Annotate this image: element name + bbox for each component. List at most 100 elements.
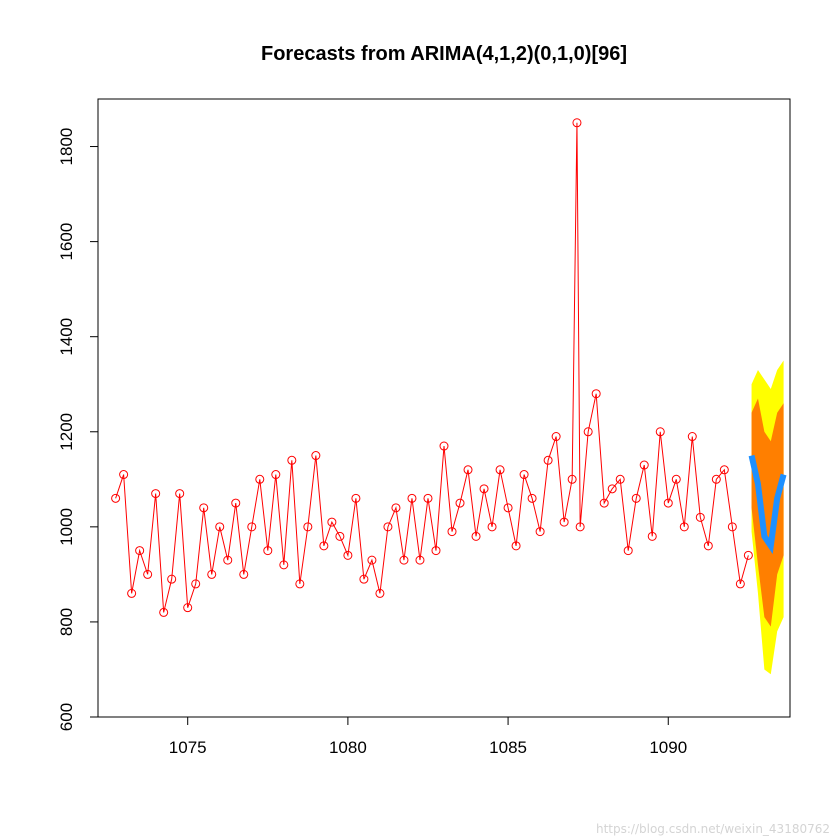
observed-point: [671, 474, 681, 484]
observed-point: [583, 427, 593, 437]
observed-point: [151, 489, 161, 499]
observed-point: [279, 560, 289, 570]
forecast-mean-line: [748, 454, 787, 555]
x-axis: 1075 1080 1085 1090: [169, 716, 687, 757]
observed-point: [511, 541, 521, 551]
observed-point: [591, 389, 601, 399]
x-tick-label: 1090: [649, 738, 687, 757]
observed-point: [479, 484, 489, 494]
observed-point: [287, 455, 297, 465]
observed-point: [215, 522, 225, 532]
chart-title: Forecasts from ARIMA(4,1,2)(0,1,0)[96]: [261, 43, 627, 65]
y-tick-label: 1600: [57, 223, 76, 261]
observed-point: [463, 465, 473, 475]
observed-point: [455, 498, 465, 508]
observed-point: [367, 555, 377, 565]
observed-point: [183, 603, 193, 613]
observed-point: [223, 555, 233, 565]
y-tick-label: 1800: [57, 128, 76, 166]
observed-point: [111, 493, 121, 503]
observed-point: [407, 493, 417, 503]
observed-point: [207, 569, 217, 579]
observed-point: [263, 546, 273, 556]
observed-point: [663, 498, 673, 508]
observed-point: [159, 607, 169, 617]
observed-point: [567, 474, 577, 484]
observed-point: [439, 441, 449, 451]
observed-series-layer: [111, 118, 753, 617]
forecast-layer: [748, 360, 787, 675]
observed-point: [727, 522, 737, 532]
forecast-band-80: [751, 398, 784, 627]
x-tick-label: 1075: [169, 738, 207, 757]
observed-point: [327, 517, 337, 527]
observed-point: [295, 579, 305, 589]
observed-point: [543, 455, 553, 465]
observed-point: [399, 555, 409, 565]
observed-point: [735, 579, 745, 589]
observed-point: [423, 493, 433, 503]
observed-point: [687, 432, 697, 442]
y-tick-label: 800: [57, 608, 76, 636]
observed-point: [431, 546, 441, 556]
observed-point: [303, 522, 313, 532]
observed-point: [575, 522, 585, 532]
x-tick-label: 1085: [489, 738, 527, 757]
observed-point: [271, 470, 281, 480]
observed-point: [343, 550, 353, 560]
observed-point: [607, 484, 617, 494]
observed-point: [615, 474, 625, 484]
observed-point: [415, 555, 425, 565]
y-tick-label: 600: [57, 703, 76, 731]
plot-frame: [97, 98, 791, 718]
y-tick-label: 1000: [57, 508, 76, 546]
observed-point: [535, 527, 545, 537]
observed-point: [711, 474, 721, 484]
observed-point: [631, 493, 641, 503]
observed-point: [519, 470, 529, 480]
observed-point: [359, 574, 369, 584]
observed-point: [527, 493, 537, 503]
observed-point: [143, 569, 153, 579]
observed-point: [695, 512, 705, 522]
observed-point: [495, 465, 505, 475]
observed-point: [175, 489, 185, 499]
observed-point: [255, 474, 265, 484]
watermark: https://blog.csdn.net/weixin_43180762: [595, 822, 830, 836]
y-tick-label: 1400: [57, 318, 76, 356]
x-tick-label: 1080: [329, 738, 367, 757]
observed-point: [471, 531, 481, 541]
observed-point: [351, 493, 361, 503]
observed-point: [239, 569, 249, 579]
observed-point: [503, 503, 513, 513]
observed-point: [599, 498, 609, 508]
observed-point: [119, 470, 129, 480]
observed-point: [719, 465, 729, 475]
observed-line: [115, 122, 749, 613]
observed-point: [311, 451, 321, 461]
observed-point: [559, 517, 569, 527]
observed-point: [679, 522, 689, 532]
observed-point: [551, 432, 561, 442]
observed-point: [127, 588, 137, 598]
observed-point: [167, 574, 177, 584]
observed-point: [335, 531, 345, 541]
observed-point: [375, 588, 385, 598]
observed-point: [191, 579, 201, 589]
observed-point: [247, 522, 257, 532]
observed-point: [743, 550, 753, 560]
observed-point: [623, 546, 633, 556]
y-axis: 600 800 1000 1200 1400 1600 1800: [57, 128, 99, 731]
observed-point: [231, 498, 241, 508]
observed-point: [199, 503, 209, 513]
observed-point: [319, 541, 329, 551]
observed-point: [487, 522, 497, 532]
observed-point: [703, 541, 713, 551]
observed-point: [639, 460, 649, 470]
y-tick-label: 1200: [57, 413, 76, 451]
observed-point: [135, 546, 145, 556]
observed-point: [655, 427, 665, 437]
observed-point: [383, 522, 393, 532]
observed-point: [572, 118, 582, 128]
